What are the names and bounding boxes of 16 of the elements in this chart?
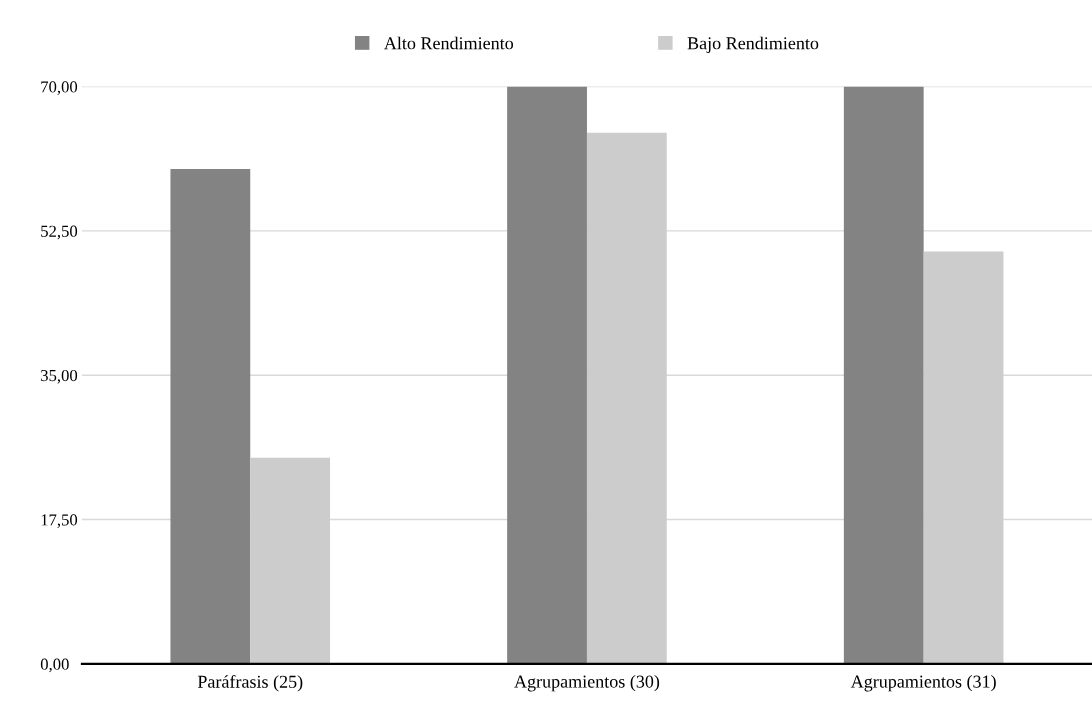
legend-label: Bajo Rendimiento	[687, 36, 819, 54]
y-tick-label: 0,00	[40, 658, 69, 673]
bar	[586, 132, 667, 664]
bar	[170, 169, 251, 664]
legend-label: Alto Rendimiento	[384, 36, 514, 50]
x-tick-label: Agrupamientos (31)	[850, 674, 996, 692]
x-tick-label: Agrupamientos (30)	[514, 674, 660, 692]
y-tick-label: 52,50	[41, 225, 78, 240]
x-tick-label: Paráfrasis (25)	[197, 674, 303, 692]
y-tick-label: 17,50	[41, 514, 78, 528]
bar	[923, 251, 1004, 664]
y-tick-label: 70,00	[41, 81, 78, 95]
bar	[507, 86, 587, 664]
bar	[843, 86, 924, 664]
bar	[250, 457, 331, 664]
y-tick-label: 35,00	[41, 369, 78, 384]
